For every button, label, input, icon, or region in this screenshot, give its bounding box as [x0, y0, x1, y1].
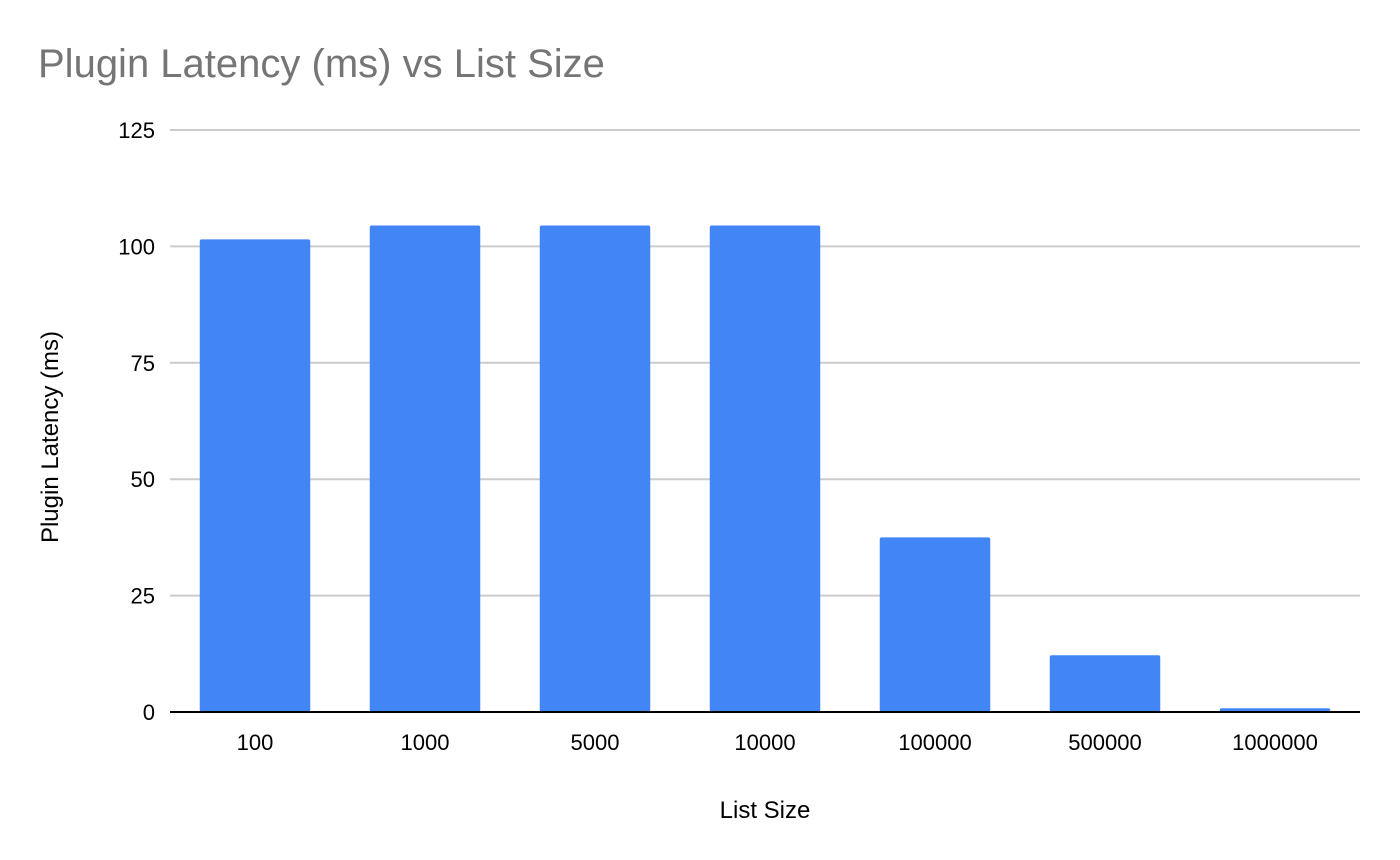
bar	[199, 239, 311, 712]
bar	[1049, 655, 1161, 712]
x-axis-title: List Size	[720, 797, 811, 824]
x-tick-label: 100	[237, 730, 274, 755]
bar	[539, 225, 651, 712]
x-tick-label: 100000	[898, 730, 971, 755]
bar	[879, 537, 991, 712]
x-axis-ticks: 100 1000 5000 10000 100000 500000 1000000	[237, 730, 1318, 755]
x-tick-label: 1000	[401, 730, 450, 755]
x-tick-label: 10000	[734, 730, 795, 755]
x-tick-label: 1000000	[1232, 730, 1318, 755]
y-tick-label: 75	[131, 351, 155, 376]
x-tick-label: 500000	[1068, 730, 1141, 755]
y-tick-label: 0	[143, 700, 155, 725]
bar	[709, 225, 821, 712]
chart-title: Plugin Latency (ms) vs List Size	[38, 42, 605, 86]
x-tick-label: 5000	[571, 730, 620, 755]
y-tick-label: 125	[118, 118, 155, 143]
y-tick-label: 100	[118, 234, 155, 259]
y-axis-title: Plugin Latency (ms)	[37, 331, 64, 543]
bars	[199, 225, 1331, 712]
y-tick-label: 25	[131, 584, 155, 609]
bar	[369, 225, 481, 712]
y-axis-ticks: 0 25 50 75 100 125	[118, 118, 155, 725]
y-tick-label: 50	[131, 467, 155, 492]
